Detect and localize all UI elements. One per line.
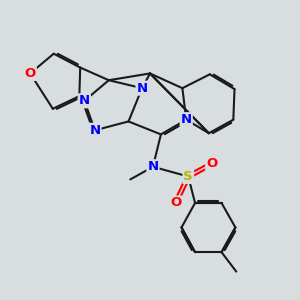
Text: N: N [79,94,90,107]
Text: N: N [181,113,192,126]
Text: N: N [147,160,158,173]
Text: N: N [136,82,148,95]
Text: O: O [206,157,218,170]
Text: O: O [170,196,181,209]
Text: N: N [89,124,100,137]
Text: S: S [184,170,193,183]
Text: O: O [25,67,36,80]
